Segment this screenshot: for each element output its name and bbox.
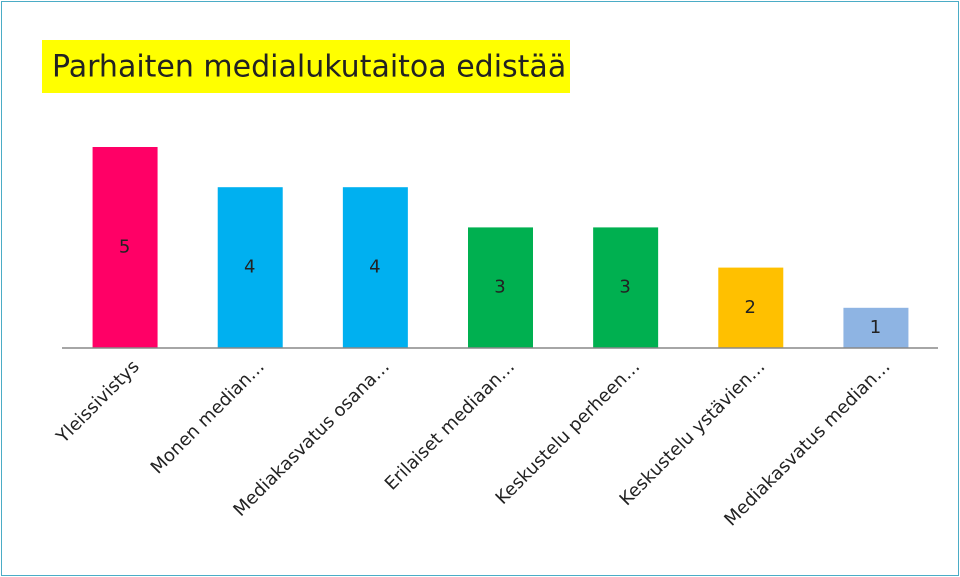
value-label: 1 — [870, 317, 881, 338]
chart-title: Parhaiten medialukutaitoa edistää — [52, 50, 566, 85]
bar — [843, 307, 909, 348]
bar — [217, 187, 283, 348]
value-label: 3 — [494, 277, 505, 298]
value-label: 4 — [369, 257, 380, 278]
bar — [342, 187, 408, 348]
value-label: 5 — [119, 237, 130, 258]
value-label: 4 — [244, 257, 255, 278]
bar — [468, 227, 533, 348]
value-label: 3 — [619, 277, 630, 298]
bar — [718, 267, 784, 348]
bar — [593, 227, 659, 348]
title-highlight — [42, 40, 570, 93]
value-label: 2 — [745, 297, 756, 318]
bar — [92, 147, 158, 348]
